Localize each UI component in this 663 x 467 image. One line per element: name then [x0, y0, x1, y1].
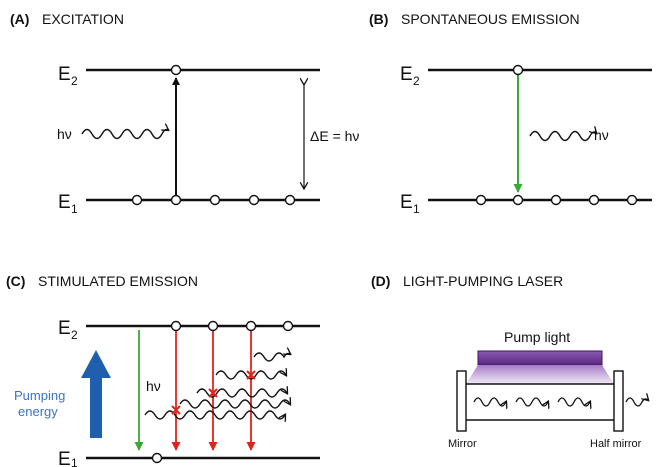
- panel-c-atom: [207, 320, 219, 332]
- panel-b-title: SPONTANEOUS EMISSION: [401, 11, 580, 27]
- panel-a-energy-gap-label: ΔE = hν: [310, 128, 359, 144]
- panel-a-atom: [131, 194, 143, 206]
- half-mirror: [613, 370, 624, 432]
- panel-b-atom: [626, 194, 638, 206]
- panel-b-atom: [550, 194, 562, 206]
- panel-a-atom: [209, 194, 221, 206]
- panel-a: (A) EXCITATION E 2 E 1 hν ΔE = hν: [10, 11, 359, 216]
- panel-a-atom-excited: [170, 64, 182, 76]
- panel-c-photon-wave: [253, 353, 290, 362]
- panel-a-upper-sub: 2: [71, 74, 78, 88]
- panel-b-photon-label: hν: [594, 127, 609, 143]
- laser-output-wave: [625, 398, 648, 407]
- mirror-label: Mirror: [448, 438, 477, 450]
- panel-c-upper-level: E: [58, 318, 71, 339]
- panel-a-lower-level: E: [58, 192, 71, 213]
- panel-a-atom: [248, 194, 260, 206]
- panel-c-photon-wave: [179, 400, 290, 409]
- panel-c: (C) STIMULATED EMISSION E 2 E 1 Pumping …: [6, 273, 320, 467]
- panel-d-letter: (D): [371, 273, 390, 289]
- panel-c-letter: (C): [6, 273, 25, 289]
- panel-a-upper-level: E: [58, 64, 71, 85]
- panel-a-title: EXCITATION: [42, 11, 124, 27]
- pump-lamp: [477, 350, 603, 366]
- mirror: [456, 370, 467, 432]
- panel-c-interaction-cross: [208, 388, 218, 398]
- panel-d: (D) LIGHT-PUMPING LASER Pump light Mirro…: [371, 273, 648, 450]
- panel-b: (B) SPONTANEOUS EMISSION E 2 E 1 hν: [369, 11, 652, 216]
- panel-c-photon-wave: [196, 389, 287, 398]
- panel-b-atom: [512, 194, 524, 206]
- panel-b-atom-excited: [512, 64, 524, 76]
- panel-b-upper-sub: 2: [413, 74, 420, 88]
- panel-c-upper-sub: 2: [71, 328, 78, 342]
- panel-b-photon-wave: [529, 132, 596, 142]
- pumping-label-line2: energy: [18, 404, 58, 419]
- panel-c-title: STIMULATED EMISSION: [38, 273, 198, 289]
- pump-light-beam: [466, 365, 614, 384]
- panel-b-atom: [588, 194, 600, 206]
- panel-c-photon-label: hν: [146, 378, 161, 394]
- pumping-label-line1: Pumping: [14, 388, 65, 403]
- panel-b-letter: (B): [369, 11, 388, 27]
- panel-c-lower-sub: 1: [71, 456, 78, 467]
- panel-b-lower-level: E: [400, 192, 413, 213]
- panel-c-interaction-cross: [171, 405, 181, 415]
- laser-wave: [557, 397, 590, 406]
- panel-b-atom: [475, 194, 487, 206]
- panel-a-photon-label: hν: [57, 126, 72, 142]
- pump-light-label: Pump light: [504, 329, 570, 345]
- panel-a-atom: [170, 194, 182, 206]
- half-mirror-label: Half mirror: [590, 438, 642, 450]
- panel-c-atom: [245, 320, 257, 332]
- panel-c-interaction-cross: [246, 370, 256, 380]
- panel-a-letter: (A): [10, 11, 29, 27]
- panel-b-lower-sub: 1: [413, 202, 420, 216]
- pumping-energy-arrow: [81, 350, 111, 438]
- panel-c-atom: [282, 320, 294, 332]
- panel-a-photon-wave: [81, 130, 168, 140]
- panel-a-atom: [284, 194, 296, 206]
- panel-a-lower-sub: 1: [71, 202, 78, 216]
- panel-c-atom: [151, 452, 163, 464]
- panel-c-interaction-marks: [171, 370, 256, 415]
- laser-wave: [473, 397, 506, 406]
- panel-c-atom: [170, 320, 182, 332]
- panel-c-photon-wave: [144, 410, 285, 419]
- panel-b-upper-level: E: [400, 64, 413, 85]
- laser-wave: [515, 397, 548, 406]
- panel-c-photon-wave: [215, 371, 286, 380]
- panel-d-title: LIGHT-PUMPING LASER: [403, 273, 563, 289]
- panel-c-lower-level: E: [58, 449, 71, 467]
